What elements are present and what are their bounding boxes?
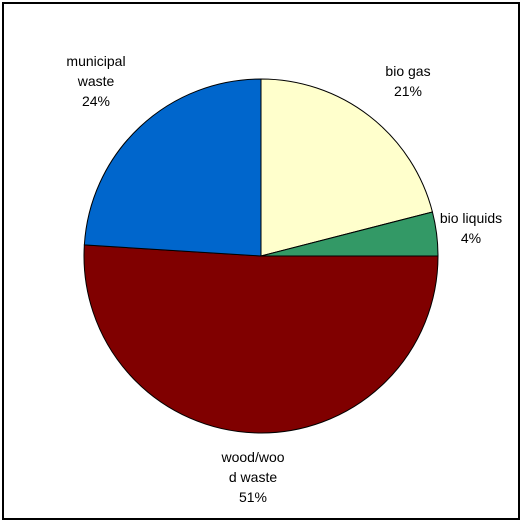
pie-slice-3: [83, 78, 262, 257]
pie-slice-2: [83, 244, 439, 434]
slice-label-0: bio gas 21%: [385, 63, 430, 99]
slice-label-line: 51%: [239, 489, 267, 505]
slice-label-line: bio gas: [385, 63, 430, 79]
slice-label-2: wood/woo d waste 51%: [220, 449, 284, 505]
slice-label-line: municipal: [66, 53, 125, 69]
slice-label-3: municipal waste 24%: [66, 53, 125, 109]
slice-label-line: 21%: [394, 83, 422, 99]
slice-label-line: 4%: [461, 230, 481, 246]
slice-label-1: bio liquids 4%: [440, 210, 502, 246]
slice-label-line: waste: [77, 73, 115, 89]
slice-label-line: 24%: [82, 93, 110, 109]
pie-slice-0: [260, 78, 434, 257]
slice-label-line: wood/woo: [220, 449, 284, 465]
slice-label-line: bio liquids: [440, 210, 502, 226]
slice-label-line: d waste: [229, 469, 277, 485]
